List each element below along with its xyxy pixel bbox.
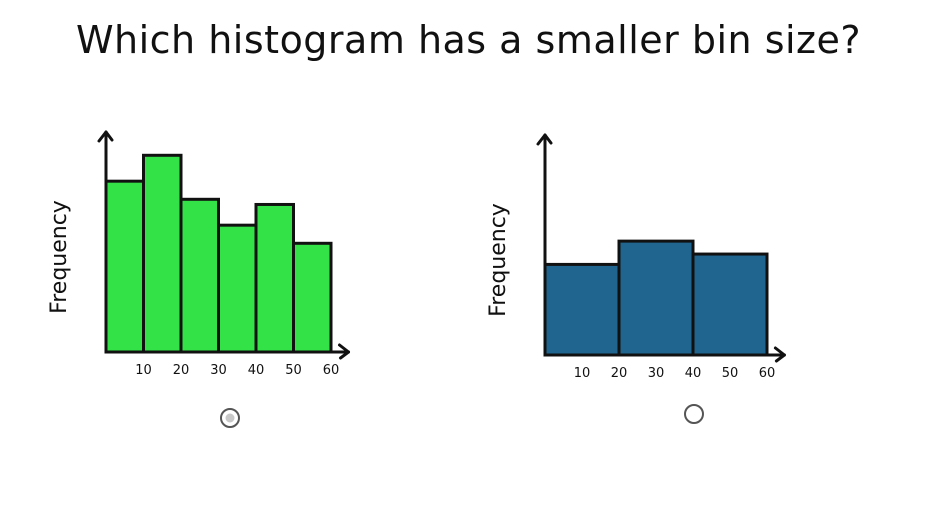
histogram-bar xyxy=(254,202,295,354)
radio-right-outer[interactable] xyxy=(684,404,704,424)
y-axis-arrow xyxy=(97,130,114,143)
histogram-right: 10 20 30 40 50 60 Frequency xyxy=(486,133,786,381)
radio-option-right[interactable] xyxy=(684,404,704,424)
x-tick-label: 10 xyxy=(574,366,591,381)
x-axis-arrow xyxy=(773,346,786,363)
histogram-bar xyxy=(217,223,258,354)
x-tick-label: 50 xyxy=(722,366,739,381)
histogram-bar xyxy=(543,262,621,357)
y-axis-arrow xyxy=(536,133,553,146)
histogram-bar xyxy=(104,179,145,354)
histogram-bar xyxy=(691,252,769,357)
histogram-left: 10 20 30 40 50 60 Frequency xyxy=(47,130,350,378)
radio-left-inner xyxy=(225,413,235,423)
x-tick-label: 20 xyxy=(173,363,190,378)
x-tick-label: 30 xyxy=(648,366,665,381)
histogram-bar xyxy=(617,239,695,357)
radio-option-left[interactable] xyxy=(220,408,240,428)
x-tick-label: 60 xyxy=(759,366,776,381)
x-tick-label: 60 xyxy=(323,363,340,378)
histogram-bar xyxy=(292,241,333,354)
histogram-bar xyxy=(142,153,183,354)
y-axis-label: Frequency xyxy=(47,200,72,314)
x-tick-label: 30 xyxy=(210,363,227,378)
x-tick-label: 20 xyxy=(611,366,628,381)
x-tick-label: 40 xyxy=(248,363,265,378)
x-tick-label: 10 xyxy=(135,363,152,378)
x-tick-label: 50 xyxy=(285,363,302,378)
y-axis-label: Frequency xyxy=(486,203,511,317)
x-tick-label: 40 xyxy=(685,366,702,381)
histogram-bar xyxy=(179,197,220,354)
x-axis-arrow xyxy=(338,343,350,360)
question-title: Which histogram has a smaller bin size? xyxy=(75,18,862,62)
